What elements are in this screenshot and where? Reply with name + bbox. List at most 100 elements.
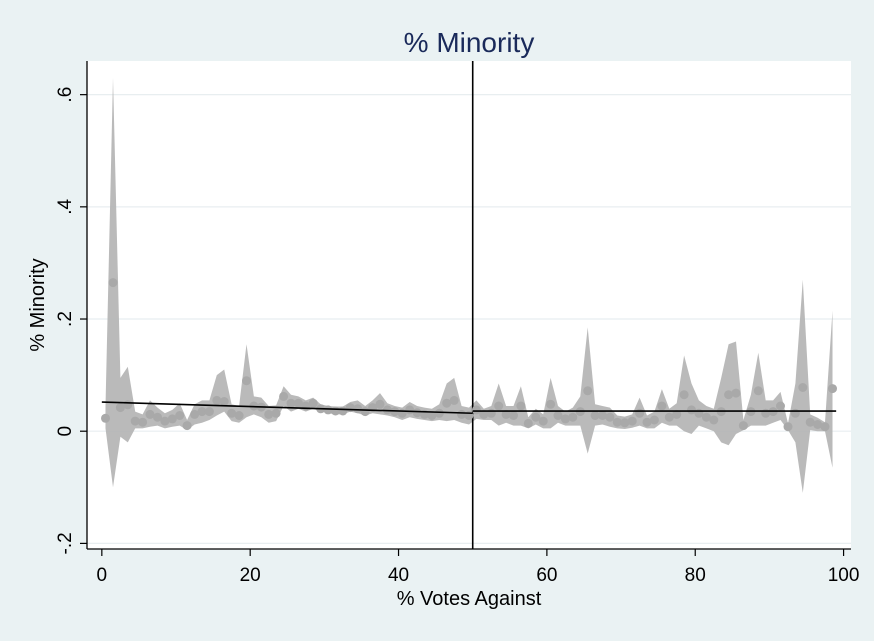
data-point — [494, 401, 504, 411]
data-point — [553, 411, 563, 420]
fit-lines — [101, 401, 837, 415]
x-axis-ticks: 0 20 40 60 80 100 — [97, 549, 860, 586]
data-point — [308, 398, 318, 408]
data-point — [509, 411, 518, 420]
y-tick-label: .2 — [55, 311, 76, 327]
x-tick-label: 0 — [97, 565, 108, 586]
data-point — [108, 278, 118, 288]
data-point — [212, 395, 222, 405]
data-point — [471, 405, 481, 415]
data-point — [219, 397, 229, 406]
data-point — [227, 408, 237, 418]
data-point — [242, 376, 251, 386]
y-tick-label: .4 — [55, 198, 76, 214]
data-point — [642, 417, 652, 427]
data-point — [516, 401, 526, 411]
data-point — [798, 383, 808, 392]
data-point — [486, 408, 496, 418]
data-point — [538, 416, 548, 426]
data-point — [805, 417, 815, 427]
data-point — [753, 386, 763, 396]
data-point — [449, 395, 459, 405]
data-point — [590, 411, 600, 420]
data-point — [101, 413, 110, 423]
data-point — [687, 405, 696, 415]
data-point — [501, 409, 511, 419]
data-point — [612, 417, 622, 427]
data-point — [620, 418, 630, 428]
data-point — [204, 407, 214, 417]
data-point — [286, 398, 296, 408]
data-point — [160, 416, 170, 426]
data-point — [182, 421, 192, 431]
y-tick-label: .6 — [55, 87, 76, 103]
x-tick-label: 20 — [240, 565, 261, 586]
data-point — [649, 415, 659, 425]
data-point — [583, 386, 593, 396]
data-point — [175, 411, 185, 420]
confidence-band-area — [105, 77, 833, 493]
grid-lines — [87, 94, 851, 544]
x-tick-label: 60 — [536, 565, 557, 586]
data-point — [627, 416, 637, 426]
data-point — [731, 388, 741, 398]
data-point — [427, 411, 437, 420]
data-point — [701, 412, 711, 422]
data-point — [813, 420, 823, 429]
data-point — [234, 411, 244, 420]
data-point — [605, 412, 615, 422]
data-point — [598, 411, 607, 420]
y-axis-label: % Minority — [27, 258, 49, 351]
data-point — [479, 409, 489, 419]
data-point — [664, 412, 674, 422]
data-point — [279, 391, 289, 401]
y-tick-label: -.2 — [55, 532, 76, 554]
data-point — [672, 409, 682, 419]
axes — [86, 61, 851, 550]
data-point — [568, 412, 578, 422]
data-point — [153, 412, 162, 422]
data-point — [531, 412, 541, 422]
data-point — [167, 414, 177, 424]
data-point — [679, 390, 689, 400]
plot-area — [87, 61, 851, 549]
data-point — [264, 409, 274, 419]
data-point — [190, 409, 200, 419]
chart-title: % Minority — [404, 27, 535, 58]
confidence-band — [105, 77, 833, 493]
data-point — [738, 421, 748, 431]
data-point — [412, 408, 422, 418]
data-point — [293, 398, 303, 408]
data-point — [709, 415, 719, 425]
y-axis-ticks: -.2 0 .2 .4 .6 — [55, 87, 87, 554]
data-point — [123, 400, 133, 410]
y-tick-label: 0 — [55, 426, 76, 437]
data-point — [560, 414, 570, 424]
data-point — [271, 408, 281, 418]
x-axis-label: % Votes Against — [397, 588, 542, 610]
data-point — [790, 408, 800, 418]
data-point — [523, 418, 533, 428]
data-point — [130, 416, 140, 426]
data-point — [138, 417, 148, 427]
data-point — [546, 399, 556, 409]
data-point — [115, 403, 125, 413]
data-point — [635, 408, 645, 418]
data-point — [353, 404, 363, 414]
data-point — [828, 384, 837, 394]
data-point — [442, 398, 452, 408]
data-point — [197, 407, 207, 417]
data-point — [783, 422, 793, 432]
data-point — [323, 405, 333, 415]
data-point — [657, 401, 667, 411]
data-point — [724, 390, 734, 400]
data-point — [375, 399, 385, 409]
data-point — [820, 422, 830, 432]
data-point — [145, 409, 155, 419]
x-tick-label: 80 — [685, 565, 706, 586]
x-tick-label: 100 — [828, 565, 860, 586]
data-point — [776, 401, 785, 411]
x-tick-label: 40 — [388, 565, 409, 586]
